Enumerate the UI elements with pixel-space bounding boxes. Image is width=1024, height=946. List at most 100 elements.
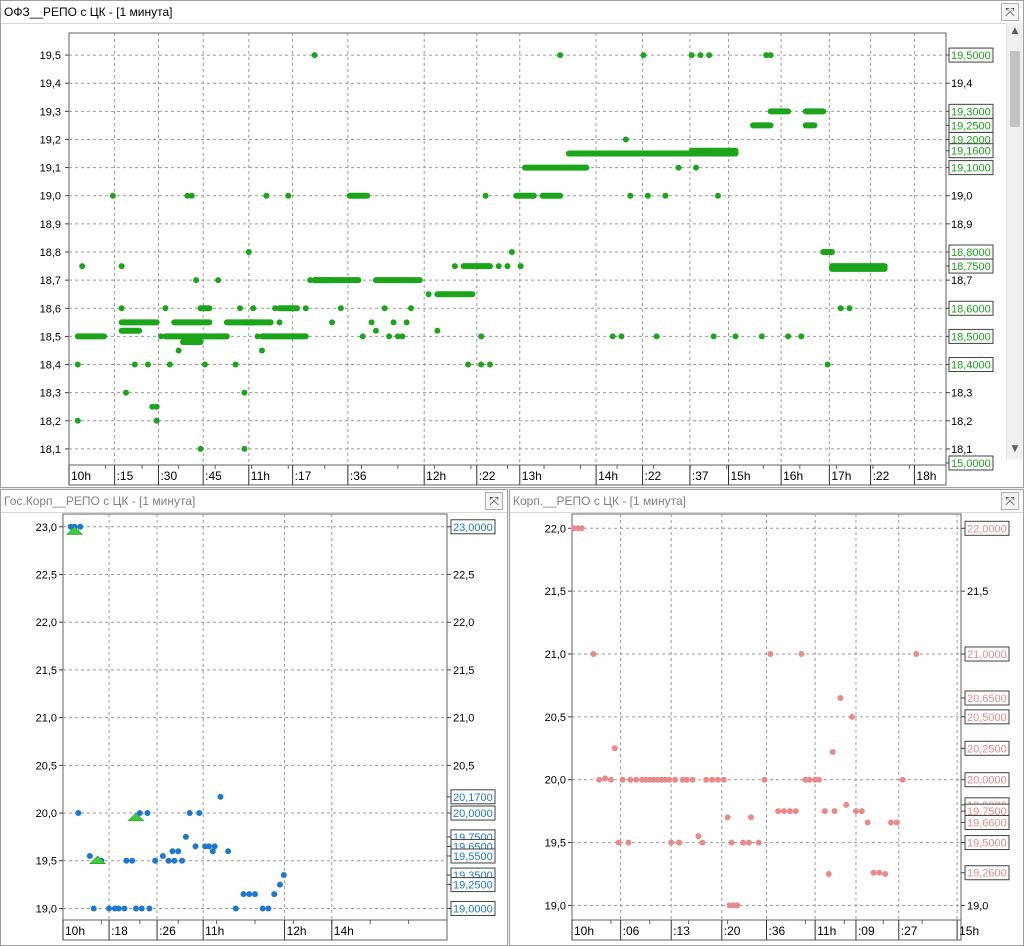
bottom_right-xtick-label: 11h xyxy=(817,924,836,938)
bottom_right-xtick-label: :27 xyxy=(901,924,918,938)
top-data-point xyxy=(425,291,432,298)
top-data-point xyxy=(372,327,379,334)
top-data-point xyxy=(118,263,125,270)
bottom_left-ytick-label: 23,0 xyxy=(36,522,57,534)
bottom_left-right-label: 19,0000 xyxy=(453,903,493,915)
bottom_left-right-label: 20,5 xyxy=(453,760,474,772)
top-data-point xyxy=(162,305,169,312)
bottom_left-data-point xyxy=(182,833,189,840)
bottom_right-right-label: 19,2600 xyxy=(967,868,1007,880)
bottom_right-data-point xyxy=(602,775,609,782)
top-data-point xyxy=(250,305,257,312)
bottom_left-right-label: 21,5 xyxy=(453,665,474,677)
scroll-up-icon[interactable]: ▲ xyxy=(1011,26,1019,36)
bottom_right-data-point xyxy=(720,776,727,783)
top-right-label-box xyxy=(948,47,994,63)
bottom_right-data-point xyxy=(615,839,622,846)
top-right-label: 19,1600 xyxy=(951,146,991,158)
top-right-label: 15,0000 xyxy=(951,458,991,470)
top-data-point xyxy=(241,445,248,452)
bottom_left-data-point xyxy=(232,905,239,912)
bottom_right-data-point xyxy=(745,839,752,846)
top-xtick-label: 15h xyxy=(731,469,751,483)
bottom_right-data-point xyxy=(596,776,603,783)
bottom_left-data-point xyxy=(159,852,166,859)
top-right-label: 19,1000 xyxy=(951,163,991,175)
scroll-thumb[interactable] xyxy=(1010,51,1020,127)
top-right-label: 19,5000 xyxy=(951,50,991,62)
bottom-left-chart-maximize-icon[interactable]: ⤧ xyxy=(485,492,503,510)
bottom_right-xtick-label: :36 xyxy=(769,924,786,938)
top-data-point xyxy=(846,305,853,312)
top-chart-maximize-icon[interactable]: ⤧ xyxy=(1001,3,1019,21)
top-data-point xyxy=(289,333,296,340)
bottom_right-data-point xyxy=(755,839,762,846)
bottom_left-right-label-box xyxy=(450,900,496,916)
bottom-right-chart-maximize-icon[interactable]: ⤧ xyxy=(1001,492,1019,510)
bottom_left-data-point xyxy=(90,905,97,912)
top-data-point xyxy=(258,347,265,354)
bottom_right-data-point xyxy=(806,776,813,783)
bottom_right-data-point xyxy=(633,776,640,783)
top-data-point xyxy=(307,277,314,284)
top-chart-scrollbar[interactable]: ▲ ▼ xyxy=(1006,23,1023,459)
bottom_right-plot-area: 19,0 19,5 20,0 20,5 21,0 21,5 22,0 22,0000 21,5 2… xyxy=(545,513,1010,941)
top-xtick-label: 13h xyxy=(522,469,542,483)
bottom_right-data-point xyxy=(882,871,889,877)
bottom_left-right-label-box xyxy=(450,848,496,864)
top-xtick-label: 17h xyxy=(831,469,851,483)
bottom_right-right-label-box xyxy=(964,690,1010,706)
bottom_right-right-label-box xyxy=(964,646,1010,662)
bottom_left-ytick-label: 19,5 xyxy=(36,856,57,868)
bottom_left-data-point xyxy=(259,905,266,912)
bottom_right-right-label: 22,0000 xyxy=(967,523,1007,535)
top-xtick-label: :17 xyxy=(295,469,312,483)
top-ytick-label: 19,2 xyxy=(40,134,61,146)
top-xtick-label: :36 xyxy=(350,469,367,483)
scroll-down-icon[interactable]: ▼ xyxy=(1011,444,1019,454)
top-chart: 18,1 18,2 18,3 18,4 18,5 18,6 18,7 18,8 18,9 19,0… xyxy=(40,32,994,486)
top-data-point xyxy=(609,333,616,340)
bottom_left-right-label: 23,0000 xyxy=(453,522,493,534)
top-right-label-box xyxy=(948,258,994,274)
bottom_right-data-point xyxy=(699,839,706,846)
top-ytick-label: 18,7 xyxy=(40,275,61,287)
bottom_left-data-point xyxy=(86,852,93,859)
top-chart-titlebar[interactable]: ОФЗ__РЕПО с ЦК - [1 минута] ⤧ xyxy=(1,1,1023,24)
bottom_right-data-point xyxy=(734,902,741,909)
bottom_right-data-point xyxy=(625,839,632,846)
bottom_left-trade-marker xyxy=(65,526,84,535)
bottom_left-right-label: 20,1700 xyxy=(453,792,493,804)
top-right-label: 18,1 xyxy=(951,444,972,456)
top-xtick-label: 12h xyxy=(426,469,446,483)
bottom_left-right-label-box xyxy=(450,877,496,893)
bottom-left-chart-titlebar[interactable]: Гос.Корп__РЕПО с ЦК - [1 минута] ⤧ xyxy=(1,490,507,513)
top-data-point xyxy=(482,192,489,199)
top-right-label-box xyxy=(948,143,994,159)
bottom_left-data-point xyxy=(271,891,278,898)
top-data-point xyxy=(245,249,252,255)
bottom_right-data-point xyxy=(740,839,747,846)
top-xtick-label: :22 xyxy=(479,469,496,483)
top-right-label: 18,2 xyxy=(951,416,972,428)
bottom_left-data-point xyxy=(165,857,172,864)
top-xtick-label: :22 xyxy=(645,469,662,483)
top-data-point xyxy=(184,192,191,199)
bottom_left-trade-marker xyxy=(88,855,107,864)
top-data-point xyxy=(697,52,704,59)
bottom_left-ytick-label: 19,0 xyxy=(36,903,57,915)
bottom_left-data-point xyxy=(240,891,247,898)
top-data-point xyxy=(710,333,717,340)
top-data-point xyxy=(451,263,458,270)
bottom_left-data-point xyxy=(115,905,122,912)
bottom_left-xtick-label: 14h xyxy=(334,924,354,938)
top-xtick-label: 14h xyxy=(598,469,618,483)
top-right-label: 19,0 xyxy=(951,191,972,203)
top-ytick-label: 18,6 xyxy=(40,303,61,315)
bottom_left-data-point xyxy=(136,810,143,817)
bottom_left-data-point xyxy=(211,843,218,850)
bottom_right-ytick-label: 20,0 xyxy=(545,775,566,787)
bottom_right-data-point xyxy=(672,776,679,783)
bottom-right-chart-titlebar[interactable]: Корп.__РЕПО с ЦК - [1 минута] ⤧ xyxy=(510,490,1023,513)
top-data-point xyxy=(166,361,173,368)
